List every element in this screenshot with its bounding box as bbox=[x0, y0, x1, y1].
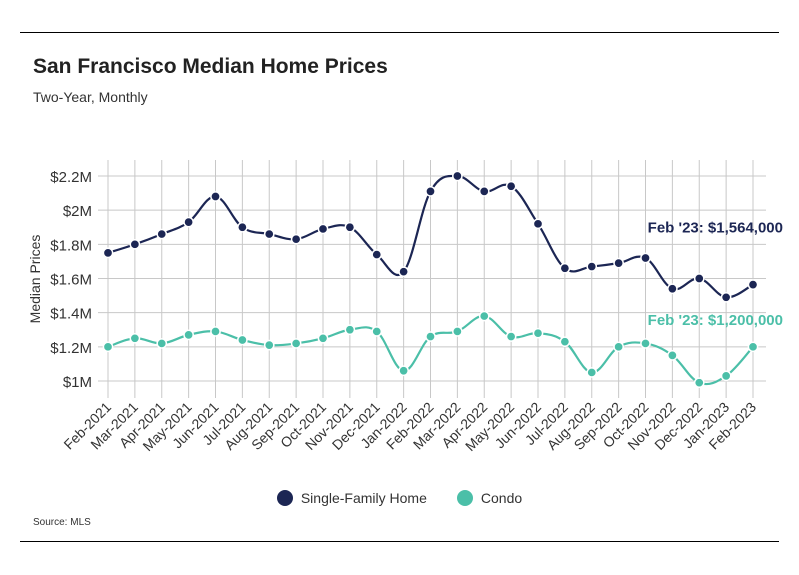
end-label-condo: Feb '23: $1,200,000 bbox=[648, 312, 783, 329]
data-point-condo bbox=[210, 326, 221, 337]
top-rule bbox=[20, 32, 779, 33]
y-tick-label: $2M bbox=[63, 203, 92, 220]
data-point-condo bbox=[129, 332, 141, 344]
data-point-single-family bbox=[559, 262, 571, 274]
source-note: Source: MLS bbox=[33, 517, 91, 528]
chart-title: San Francisco Median Home Prices bbox=[33, 55, 388, 78]
legend-marker-condo bbox=[456, 490, 473, 506]
data-point-single-family bbox=[720, 291, 732, 303]
data-point-condo bbox=[586, 367, 598, 378]
y-tick-label: $1.8M bbox=[50, 237, 92, 254]
data-point-single-family bbox=[667, 283, 678, 295]
y-tick-label: $1.4M bbox=[50, 306, 92, 323]
y-tick-label: $1.6M bbox=[50, 272, 92, 289]
data-point-condo bbox=[747, 341, 759, 353]
data-point-single-family bbox=[317, 223, 329, 235]
data-point-condo bbox=[613, 341, 624, 353]
data-point-single-family bbox=[747, 279, 759, 290]
data-point-condo bbox=[317, 332, 329, 344]
data-point-single-family bbox=[586, 261, 598, 272]
data-point-condo bbox=[452, 326, 463, 337]
legend-item-condo[interactable]: Condo bbox=[456, 490, 523, 506]
data-point-single-family bbox=[478, 186, 490, 197]
data-point-single-family bbox=[290, 233, 302, 245]
data-point-condo bbox=[478, 310, 490, 322]
data-point-condo bbox=[425, 331, 436, 342]
data-point-single-family bbox=[129, 238, 141, 250]
chart-subtitle: Two-Year, Monthly bbox=[33, 89, 148, 105]
data-point-single-family bbox=[183, 216, 194, 228]
legend: Single-Family Home Condo bbox=[0, 490, 799, 506]
data-point-single-family bbox=[263, 228, 275, 240]
legend-label-single-family: Single-Family Home bbox=[300, 490, 427, 506]
y-axis-title: Median Prices bbox=[27, 235, 43, 324]
data-point-condo bbox=[263, 339, 275, 351]
data-point-single-family bbox=[210, 191, 221, 202]
data-point-single-family bbox=[693, 273, 705, 284]
data-point-single-family bbox=[344, 221, 356, 233]
data-point-single-family bbox=[532, 218, 544, 230]
data-point-single-family bbox=[613, 257, 624, 269]
data-point-condo bbox=[102, 341, 114, 353]
y-tick-label: $1M bbox=[63, 374, 92, 391]
data-point-condo bbox=[398, 365, 409, 377]
data-point-condo bbox=[559, 336, 571, 348]
data-point-condo bbox=[693, 377, 705, 389]
data-point-single-family bbox=[237, 221, 248, 233]
data-point-single-family bbox=[102, 247, 114, 259]
data-point-condo bbox=[371, 326, 383, 337]
data-point-condo bbox=[156, 338, 168, 349]
bottom-rule bbox=[20, 541, 779, 542]
legend-label-condo: Condo bbox=[480, 490, 523, 506]
data-point-single-family bbox=[371, 249, 383, 260]
data-point-condo bbox=[720, 370, 732, 382]
data-point-condo bbox=[532, 327, 544, 339]
legend-marker-single-family bbox=[276, 490, 293, 506]
data-point-condo bbox=[667, 350, 678, 361]
data-point-single-family bbox=[398, 266, 409, 278]
end-label-single-family: Feb '23: $1,564,000 bbox=[648, 220, 783, 237]
y-tick-label: $2.2M bbox=[50, 169, 92, 186]
data-point-condo bbox=[344, 324, 356, 336]
data-point-single-family bbox=[505, 180, 517, 192]
data-point-condo bbox=[290, 338, 302, 349]
data-point-single-family bbox=[425, 186, 436, 197]
data-point-single-family bbox=[640, 252, 651, 264]
data-point-single-family bbox=[452, 170, 463, 182]
y-tick-label: $1.2M bbox=[50, 340, 92, 357]
data-point-condo bbox=[505, 331, 517, 342]
data-point-single-family bbox=[156, 228, 168, 240]
data-point-condo bbox=[237, 334, 248, 346]
data-point-condo bbox=[640, 338, 651, 349]
data-point-condo bbox=[183, 329, 194, 341]
legend-item-single-family[interactable]: Single-Family Home bbox=[276, 490, 427, 506]
